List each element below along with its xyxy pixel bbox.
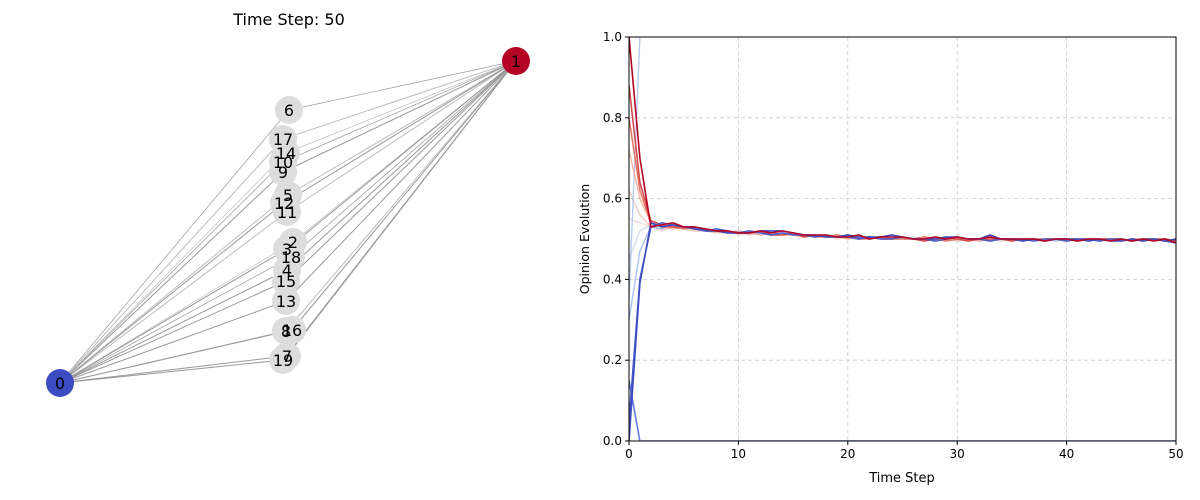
opinion-line — [629, 85, 1176, 242]
network-edge — [59, 171, 284, 384]
x-tick-label: 50 — [1168, 447, 1183, 461]
y-tick-label: 1.0 — [603, 30, 622, 44]
network-node — [269, 125, 297, 153]
network-node-label: 8 — [281, 322, 291, 341]
y-tick-label: 0.0 — [603, 434, 622, 448]
x-tick-label: 0 — [625, 447, 633, 461]
network-edge — [290, 60, 517, 258]
x-ticks: 0 10 20 30 40 50 — [625, 441, 1184, 461]
network-node-label: 7 — [282, 347, 292, 366]
network-node-label: 0 — [55, 374, 65, 393]
network-node — [275, 96, 303, 124]
network-edge — [291, 60, 517, 331]
network-node — [269, 346, 297, 374]
network-node — [277, 243, 305, 271]
opinion-line — [629, 380, 1176, 441]
network-node-label: 14 — [276, 144, 296, 163]
network-edge — [287, 60, 517, 196]
network-node — [278, 316, 306, 344]
network-node-label: 12 — [274, 194, 294, 213]
network-title: Time Step: 50 — [233, 10, 345, 29]
network-node-label: 15 — [276, 272, 296, 291]
x-tick-label: 30 — [950, 447, 965, 461]
network-edge — [282, 60, 517, 140]
network-edge — [59, 269, 288, 384]
network-node — [46, 369, 74, 397]
network-edge — [285, 60, 517, 282]
y-ticks: 0.0 0.2 0.4 0.6 0.8 1.0 — [603, 30, 629, 448]
network-edge — [59, 152, 287, 384]
network-node-label: 16 — [282, 321, 302, 340]
network-node-label: 5 — [283, 186, 293, 205]
x-tick-label: 20 — [840, 447, 855, 461]
network-node-label: 18 — [281, 248, 301, 267]
network-edges — [59, 60, 517, 384]
network-edge — [288, 60, 517, 111]
network-edge — [59, 109, 290, 384]
network-edge — [283, 60, 517, 204]
network-node-label: 2 — [288, 233, 298, 252]
network-node-label: 4 — [282, 261, 292, 280]
network-node-label: 6 — [284, 101, 294, 120]
network-node — [502, 47, 530, 75]
network-edge — [285, 60, 517, 302]
network-node-label: 1 — [511, 52, 521, 71]
opinion-line — [629, 221, 1176, 421]
network-edge — [286, 60, 517, 250]
network-node-label: 13 — [276, 292, 296, 311]
network-edge — [286, 60, 517, 213]
network-edge — [59, 329, 293, 384]
network-node — [272, 267, 300, 295]
network-node — [272, 287, 300, 315]
network-edge — [286, 60, 517, 271]
network-edge — [59, 256, 292, 384]
y-tick-label: 0.8 — [603, 111, 622, 125]
network-edge — [59, 211, 288, 384]
network-node-label: 11 — [277, 203, 297, 222]
chart-frame — [628, 36, 1177, 442]
opinion-line — [629, 149, 1176, 242]
network-edge — [285, 60, 517, 332]
network-edge — [59, 138, 284, 384]
x-axis-label: Time Step — [868, 471, 935, 486]
opinion-line — [629, 117, 1176, 242]
y-tick-label: 0.6 — [603, 192, 622, 206]
x-tick-label: 10 — [731, 447, 746, 461]
network-edge — [59, 355, 288, 384]
network-edge — [285, 60, 517, 154]
opinion-line — [629, 190, 1176, 242]
y-tick-label: 0.2 — [603, 353, 622, 367]
network-node-label: 3 — [282, 240, 292, 259]
opinion-line — [629, 37, 641, 300]
y-tick-label: 0.4 — [603, 272, 622, 286]
opinion-line — [629, 37, 1176, 244]
network-edge — [59, 280, 287, 384]
network-node-label: 17 — [273, 130, 293, 149]
network-edge — [282, 60, 517, 163]
network-node-label: 9 — [278, 163, 288, 182]
network-edge — [59, 202, 285, 384]
network-node-label: 19 — [273, 351, 293, 370]
network-edge — [282, 60, 517, 361]
network-edge — [59, 161, 284, 384]
network-edge — [282, 60, 517, 173]
opinion-chart: 0 10 20 30 40 50 0.0 0.2 0.4 0.6 0.8 1.0 Time Step… — [577, 30, 1184, 486]
network-edge — [59, 300, 287, 384]
y-axis-label: Opinion Evolution — [577, 184, 592, 294]
chart-lines — [629, 37, 1176, 441]
network-node — [270, 189, 298, 217]
network-edge — [59, 359, 284, 384]
network-edge — [59, 248, 288, 384]
network-node-label: 10 — [273, 153, 293, 172]
x-tick-label: 40 — [1059, 447, 1074, 461]
network-edge — [59, 194, 289, 384]
opinion-line — [629, 221, 1176, 441]
